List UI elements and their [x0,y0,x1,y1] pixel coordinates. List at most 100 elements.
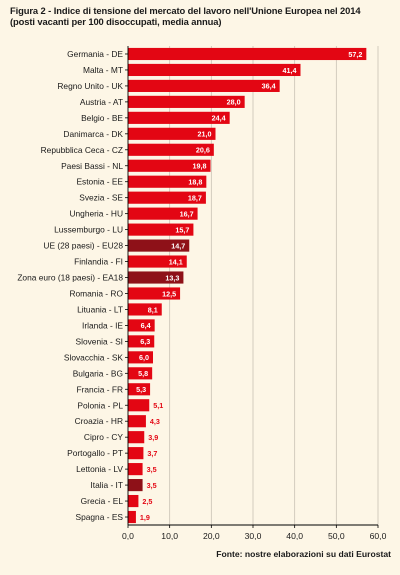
bar [128,494,139,508]
value-label: 14,1 [169,257,183,266]
category-label: Zona euro (18 paesi) - EA18 [17,273,123,283]
category-label: Polonia - PL [77,400,123,410]
value-label: 4,3 [150,417,160,426]
chart-title: Figura 2 - Indice di tensione del mercat… [10,5,394,27]
value-label: 2,5 [142,497,152,506]
category-label: Svezia - SE [79,193,123,203]
category-label: Italia - IT [90,480,123,490]
category-label: Estonia - EE [76,177,123,187]
value-label: 5,1 [153,401,163,410]
bar [128,223,194,236]
value-label: 21,0 [198,130,212,139]
value-label: 13,3 [165,273,179,282]
value-label: 20,6 [196,146,210,155]
category-label: Lettonia - LV [76,464,123,474]
value-label: 16,7 [180,209,194,218]
category-label: Slovacchia - SK [64,352,124,362]
bar [128,159,211,172]
category-label: Lituania - LT [77,304,123,314]
x-tick-label: 20,0 [203,531,220,541]
category-label: Germania - DE [67,49,123,59]
bar [128,127,216,140]
value-label: 57,2 [348,50,362,59]
bar [128,143,214,156]
bar [128,463,143,476]
category-label: Cipro - CY [84,432,124,442]
value-label: 5,8 [138,369,148,378]
value-label: 41,4 [283,66,297,75]
value-label: 12,5 [162,289,176,298]
category-label: Irlanda - IE [82,320,123,330]
chart-title-main: Figura 2 - Indice di tensione del mercat… [10,5,361,16]
category-label: Slovenia - SI [76,336,123,346]
bar [128,63,301,77]
bar [128,111,230,124]
x-tick-label: 40,0 [286,531,303,541]
value-label: 14,7 [171,241,185,250]
bar [128,479,143,492]
value-label: 6,0 [139,353,149,362]
category-label: Grecia - EL [81,496,124,506]
bar [128,255,187,268]
value-label: 3,9 [148,433,158,442]
value-label: 5,3 [136,385,146,394]
category-label: Lussemburgo - LU [54,225,123,235]
value-label: 36,4 [262,82,276,91]
value-label: 18,8 [188,178,202,187]
bar [128,319,155,332]
bar [128,399,150,412]
category-label: Belgio - BE [81,113,123,123]
value-label: 3,5 [147,481,157,490]
value-label: 3,5 [147,465,157,474]
value-label: 3,7 [147,449,157,458]
value-label: 6,3 [140,337,150,346]
category-label: Paesi Bassi - NL [61,161,123,171]
chart-subtitle: (posti vacanti per 100 disoccupati, medi… [10,16,222,27]
bar [128,287,181,300]
chart-source: Fonte: nostre elaborazioni su dati Euros… [216,549,391,559]
bar [128,335,155,348]
x-tick-label: 50,0 [328,531,345,541]
bar [128,95,245,108]
bar [128,239,190,252]
category-label: Francia - FR [76,384,123,394]
category-label: Bulgaria - BG [73,368,123,378]
bar [128,271,184,284]
bar [128,415,146,428]
category-label: Regno Unito - UK [57,81,123,91]
category-label: UE (28 paesi) - EU28 [43,241,123,251]
value-label: 28,0 [227,98,241,107]
category-label: Croazia - HR [75,416,123,426]
category-label: Spagna - ES [76,512,124,522]
value-label: 19,8 [193,162,207,171]
bar [128,351,153,364]
bar [128,79,280,92]
category-label: Austria - AT [80,97,123,107]
x-tick-label: 60,0 [370,531,387,541]
value-label: 6,4 [141,321,151,330]
category-label: Danimarca - DK [63,129,123,139]
value-label: 15,7 [175,225,189,234]
bar [128,431,145,444]
value-label: 8,1 [148,305,158,314]
bar [128,447,144,460]
value-label: 18,7 [188,193,202,202]
category-label: Romania - RO [69,288,123,298]
category-label: Malta - MT [83,65,123,75]
value-label: 1,9 [140,513,150,522]
bar [128,510,136,524]
x-tick-label: 10,0 [161,531,178,541]
value-label: 24,4 [212,114,226,123]
bar [128,303,162,316]
category-label: Ungheria - HU [69,209,123,219]
bar [128,383,151,396]
category-label: Finlandia - FI [74,257,123,267]
x-tick-label: 30,0 [245,531,262,541]
bar [128,47,367,61]
bar [128,367,153,380]
bar [128,191,206,204]
bar [128,175,207,188]
category-label: Repubblica Ceca - CZ [41,145,123,155]
